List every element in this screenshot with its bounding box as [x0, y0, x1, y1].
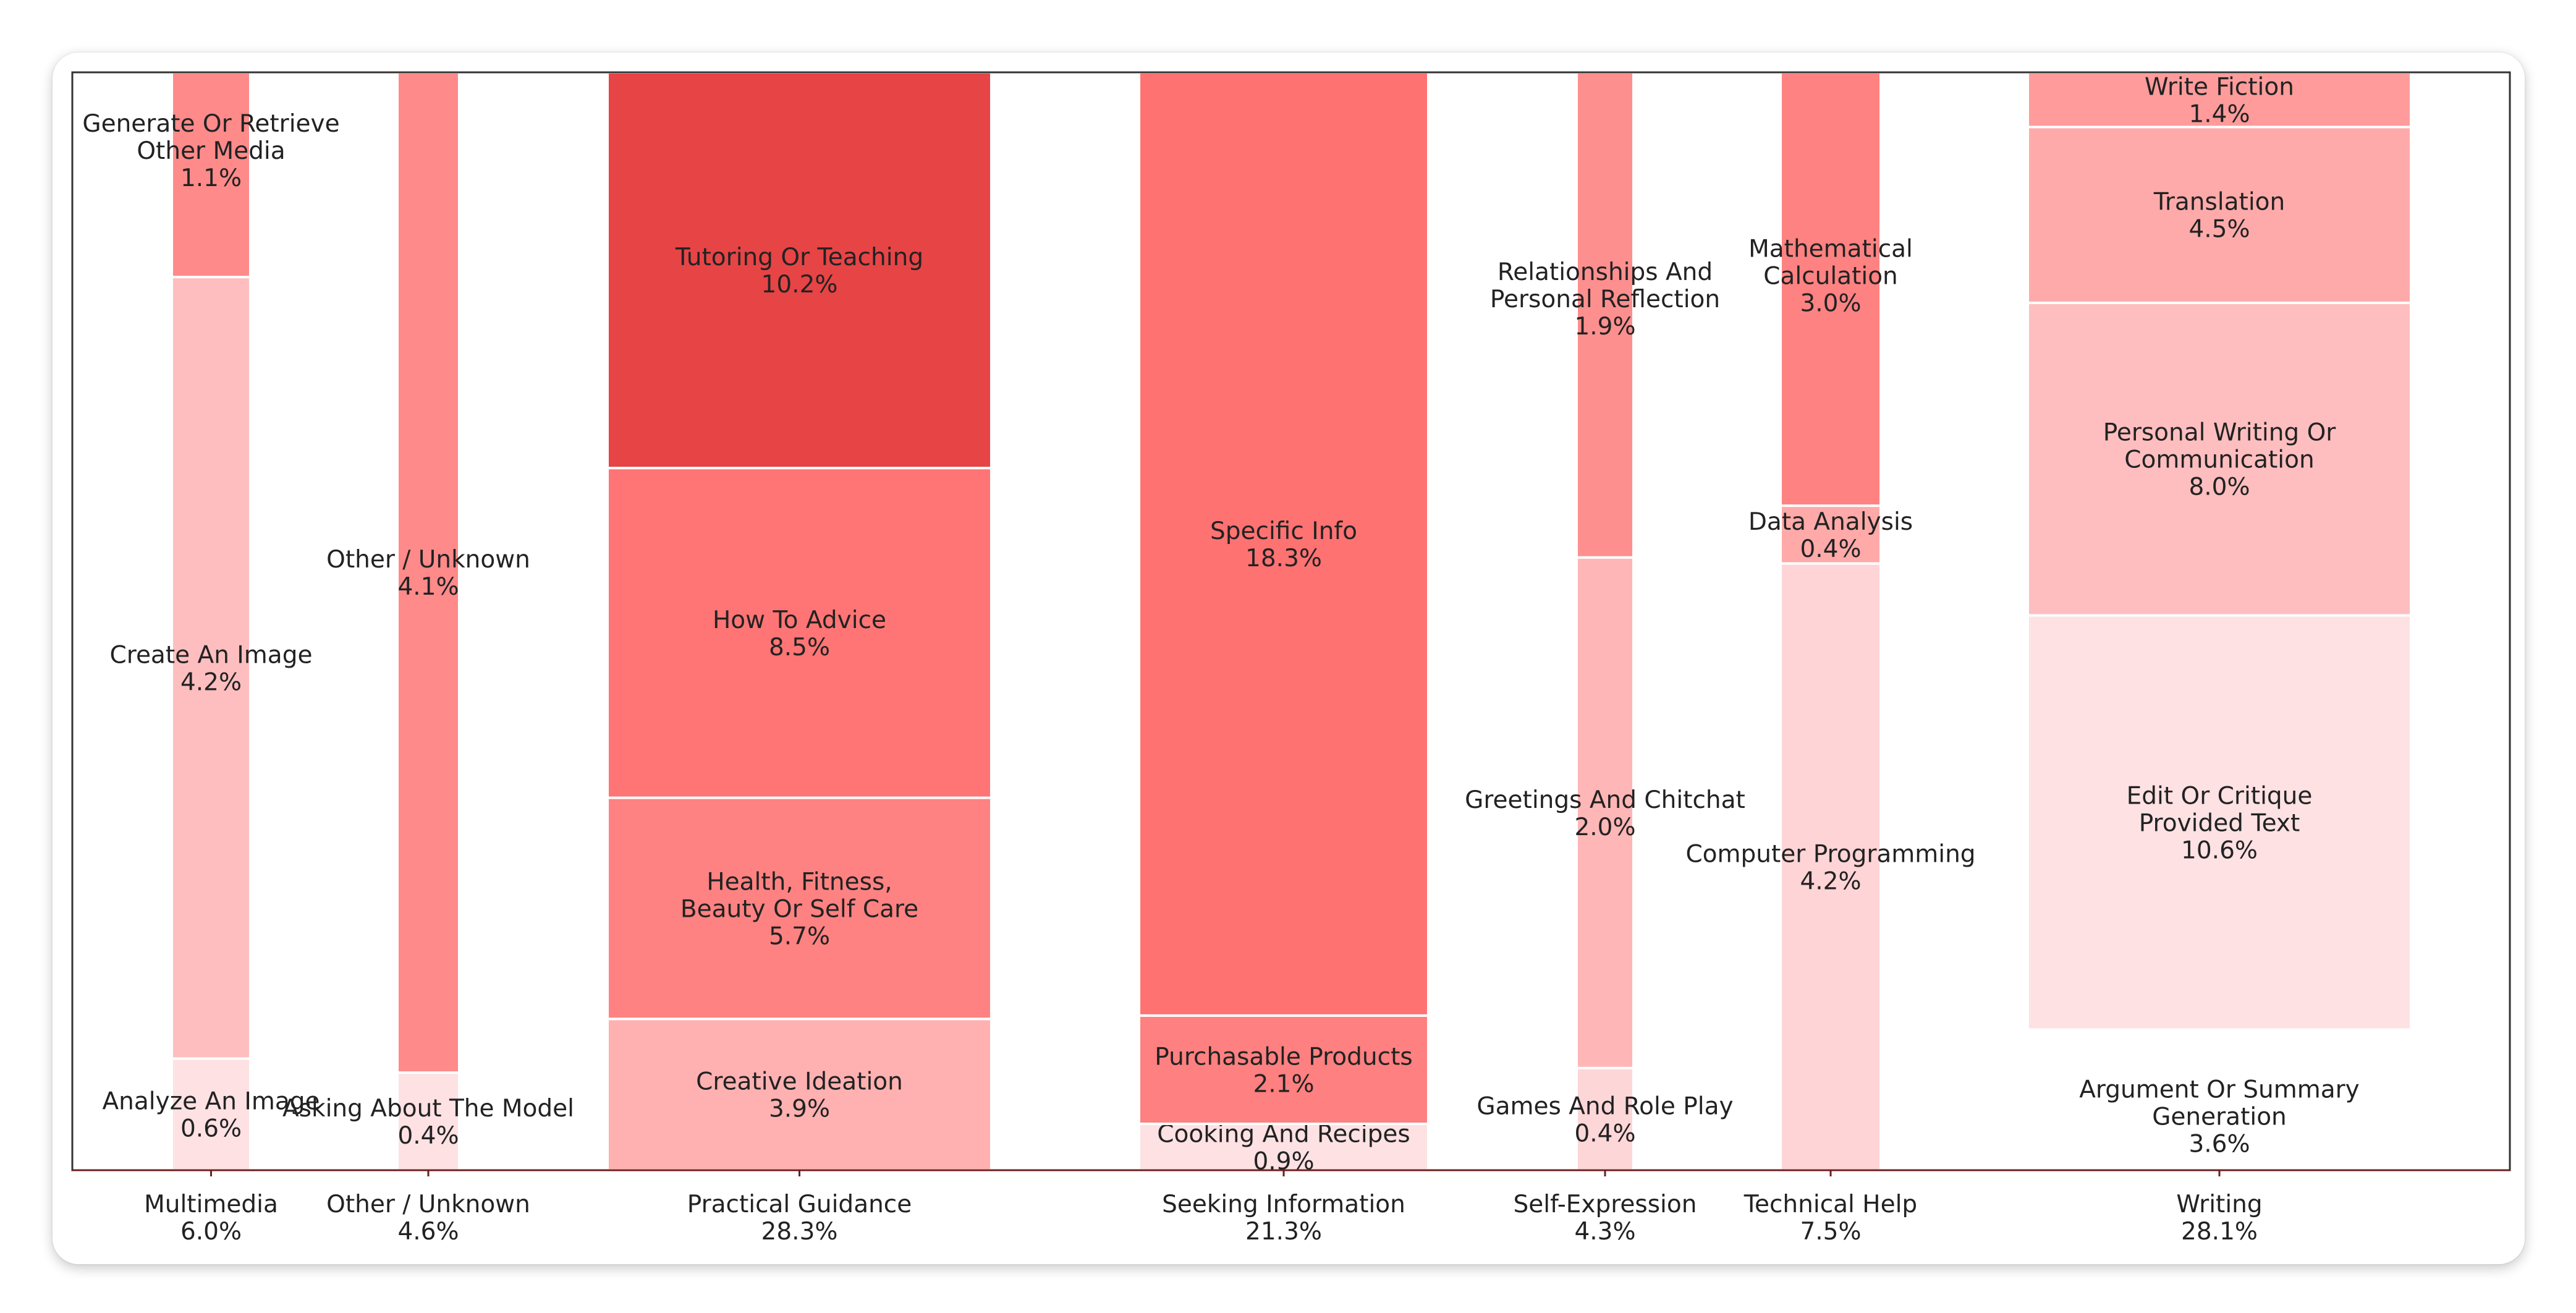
segment-value: 4.2% [1800, 867, 1861, 895]
column-practical-guidance: Creative Ideation 3.9% Health, Fitness, Bea… [606, 71, 993, 1246]
category-share: 4.6% [397, 1218, 459, 1246]
segment-value: 10.2% [761, 271, 838, 299]
category-label: Seeking Information 21.3% [1162, 1191, 1405, 1246]
segment-value: 4.2% [180, 668, 242, 696]
category-label: Writing 28.1% [2176, 1191, 2262, 1246]
segment-label: Specific Info 18.3% [1210, 517, 1357, 572]
category-share: 28.1% [2181, 1218, 2258, 1246]
category-label: Other / Unknown 4.6% [326, 1191, 530, 1246]
segment-label: Write Fiction 1.4% [2145, 73, 2294, 128]
category-label: Technical Help 7.5% [1743, 1191, 1917, 1246]
segment-label: Personal Writing Or Communication 8.0% [2103, 419, 2337, 501]
segment-label: Tutoring Or Teaching 10.2% [675, 244, 923, 299]
segment-value: 8.5% [769, 634, 830, 661]
segment-label: Analyze An Image 0.6% [102, 1088, 320, 1143]
segment-label: Asking About The Model 0.4% [282, 1095, 574, 1150]
segment-value: 0.4% [397, 1122, 459, 1150]
segment-tutoring-or-teaching [606, 71, 993, 470]
category-share: 28.3% [761, 1218, 838, 1246]
category-share: 6.0% [180, 1218, 242, 1246]
segment-analyze-an-image [171, 1057, 252, 1171]
segment-value: 1.1% [180, 164, 242, 192]
segment-value: 0.4% [1574, 1120, 1635, 1147]
category-label: Self-Expression 4.3% [1514, 1191, 1697, 1246]
segment-cooking-and-recipes [1138, 1122, 1430, 1172]
segment-data-analysis [1779, 504, 1882, 565]
segment-computer-programming [1779, 562, 1882, 1171]
segment-label: Generate Or Retrieve Other Media 1.1% [82, 110, 339, 192]
segment-value: 3.6% [2188, 1131, 2250, 1158]
segment-translation [2027, 125, 2412, 304]
segment-value: 0.4% [1800, 535, 1861, 563]
category-label: Multimedia 6.0% [144, 1191, 278, 1246]
category-share: 7.5% [1800, 1218, 1861, 1246]
segment-label: Creative Ideation 3.9% [696, 1068, 903, 1123]
segment-value: 1.4% [2188, 100, 2250, 128]
column-self-expression: Games And Role Play 0.4% Greetings And Chi… [1465, 71, 1745, 1246]
category-share: 4.3% [1574, 1218, 1635, 1246]
segment-label: Relationships And Personal Reflection 1.9% [1490, 258, 1720, 341]
segment-value: 18.3% [1245, 545, 1322, 572]
column-seeking-information: Cooking And Recipes 0.9%Purchasable Produ… [1138, 71, 1430, 1246]
segment-value: 8.0% [2188, 474, 2250, 501]
segment-label: Argument Or Summary Generation 3.6% [2079, 1076, 2360, 1158]
segment-personal-writing-or-communication [2027, 301, 2412, 617]
segment-purchasable-products [1138, 1014, 1430, 1125]
category-label: Practical Guidance 28.3% [687, 1191, 912, 1246]
segment-edit-or-critique-provided-text [2027, 614, 2412, 1031]
segment-value: 0.6% [180, 1115, 242, 1143]
column-multimedia: Analyze An Image 0.6% Create An Image 4.2% G… [82, 71, 340, 1246]
category-share: 21.3% [1245, 1218, 1322, 1246]
segment-value: 2.1% [1253, 1070, 1314, 1098]
column-other-unknown: Asking About The Model 0.4% Other / Unknow… [282, 71, 574, 1246]
segment-label: Data Analysis 0.4% [1748, 508, 1913, 563]
segment-value: 5.7% [769, 922, 830, 950]
segment-label: Translation 4.5% [2153, 189, 2286, 244]
segment-games-and-role-play [1575, 1066, 1635, 1171]
segment-label: Create An Image 4.2% [110, 641, 313, 696]
segment-other-unknown [396, 71, 460, 1074]
segment-greetings-and-chitchat [1575, 556, 1635, 1069]
segment-label: Purchasable Products 2.1% [1155, 1043, 1412, 1098]
segment-value: 3.0% [1800, 290, 1861, 318]
segment-label: Other / Unknown 4.1% [326, 546, 530, 601]
segment-label: How To Advice 8.5% [713, 606, 886, 661]
segment-asking-about-the-model [396, 1071, 460, 1171]
segment-label: Greetings And Chitchat 2.0% [1465, 786, 1745, 841]
segment-label: Games And Role Play 0.4% [1477, 1092, 1733, 1147]
column-technical-help: Computer Programming 4.2% Data Analysis 0.4… [1685, 71, 1976, 1246]
segment-label: Edit Or Critique Provided Text 10.6% [2127, 783, 2313, 865]
segment-mathematical-calculation [1779, 71, 1882, 508]
segment-label: Mathematical Calculation 3.0% [1748, 236, 1913, 318]
segment-label: Computer Programming 4.2% [1685, 840, 1975, 895]
segment-value: 4.5% [2188, 216, 2250, 244]
segment-value: 10.6% [2181, 837, 2258, 865]
segment-write-fiction [2027, 71, 2412, 129]
segment-value: 1.9% [1574, 313, 1635, 341]
segment-specific-info [1138, 71, 1430, 1017]
segment-create-an-image [171, 276, 252, 1060]
segment-value: 4.1% [397, 573, 459, 601]
segment-value: 2.0% [1574, 814, 1635, 841]
column-writing: Argument Or Summary Generation 3.6% Edit Or… [2027, 71, 2412, 1246]
segment-label: Health, Fitness, Beauty Or Self Care 5.7% [680, 868, 918, 950]
segment-value: 3.9% [769, 1095, 830, 1123]
